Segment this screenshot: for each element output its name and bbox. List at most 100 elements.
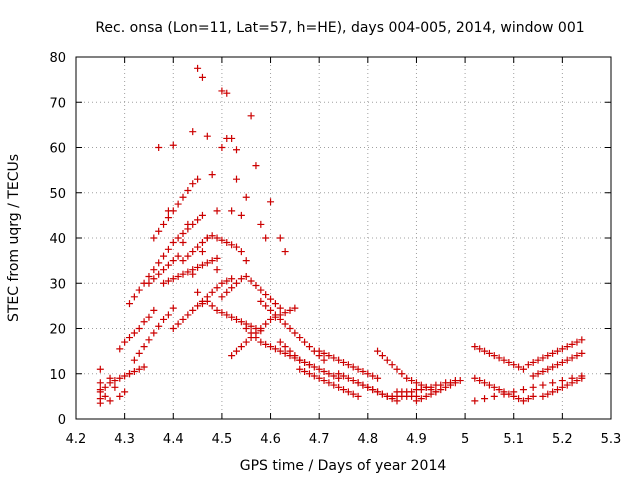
data-point (150, 234, 158, 242)
data-point (174, 200, 182, 208)
data-point (194, 302, 202, 310)
data-point (432, 388, 440, 396)
data-point (490, 383, 498, 391)
data-point (233, 243, 240, 251)
data-point (179, 315, 187, 323)
data-point (179, 193, 187, 201)
data-point (228, 241, 236, 249)
data-point (374, 347, 382, 355)
data-point (189, 248, 197, 256)
data-point (130, 367, 138, 375)
data-point (276, 338, 284, 346)
data-point (563, 343, 571, 351)
data-point (267, 306, 275, 314)
data-point (447, 381, 454, 389)
data-point (189, 270, 197, 278)
data-point (194, 216, 202, 224)
data-point (291, 329, 299, 337)
data-point (515, 395, 523, 403)
data-point (135, 365, 143, 373)
data-point (174, 234, 182, 242)
data-point (286, 347, 294, 355)
data-point (184, 268, 192, 276)
data-point (558, 377, 566, 385)
data-point (291, 352, 299, 360)
data-point (558, 383, 566, 391)
data-point (364, 370, 372, 378)
data-point (417, 395, 425, 403)
data-point (164, 261, 172, 269)
data-point (233, 175, 240, 183)
data-point (378, 390, 386, 398)
data-point (349, 390, 357, 398)
data-point (335, 356, 343, 364)
data-point (529, 358, 537, 366)
data-point (155, 144, 163, 151)
data-point (198, 248, 206, 256)
data-point (101, 392, 109, 400)
data-point (130, 293, 138, 301)
y-tick-label: 20 (49, 323, 66, 338)
data-point (198, 239, 206, 247)
data-point (228, 275, 236, 283)
data-point (276, 234, 284, 242)
data-point (471, 343, 479, 351)
data-point (267, 295, 275, 303)
data-point (500, 390, 508, 398)
plot-frame (75, 56, 612, 420)
data-point (408, 377, 416, 385)
data-point (189, 180, 197, 188)
data-point (169, 239, 177, 247)
data-point (315, 347, 323, 355)
data-point (262, 291, 270, 299)
data-point (578, 374, 586, 382)
data-point (344, 361, 352, 369)
data-point (169, 257, 177, 265)
data-point (383, 356, 391, 364)
x-axis-label: GPS time / Days of year 2014 (240, 458, 447, 474)
data-point (257, 220, 265, 228)
data-point (213, 234, 221, 242)
data-point (374, 388, 382, 396)
data-point (325, 352, 333, 360)
x-tick-label: 5.3 (601, 432, 622, 447)
data-point (291, 304, 299, 312)
data-point (194, 263, 202, 271)
data-point (198, 261, 206, 269)
data-point (223, 277, 231, 285)
data-point (403, 374, 411, 382)
data-point (529, 383, 537, 391)
data-point (495, 354, 503, 362)
x-tick-label: 4.4 (163, 432, 184, 447)
data-point (335, 370, 343, 378)
data-point (320, 377, 328, 385)
data-point (340, 372, 347, 380)
data-point (344, 388, 352, 396)
data-points (96, 64, 586, 407)
data-point (281, 248, 289, 256)
data-point (242, 193, 250, 201)
data-point (568, 379, 576, 387)
data-point (481, 395, 489, 403)
data-point (519, 397, 527, 405)
data-point (140, 318, 148, 326)
data-point (519, 386, 527, 394)
data-point (354, 365, 362, 373)
data-point (412, 379, 420, 387)
data-point (549, 363, 557, 371)
data-point (164, 207, 172, 215)
data-point (169, 325, 177, 332)
data-point (481, 347, 489, 355)
data-point (558, 345, 566, 353)
data-point (412, 397, 420, 405)
grid (76, 57, 611, 419)
data-point (155, 270, 163, 278)
data-point (471, 397, 479, 405)
data-point (203, 234, 211, 242)
data-point (539, 367, 547, 375)
data-point (237, 248, 245, 256)
data-point (408, 388, 416, 396)
data-point (305, 343, 313, 351)
data-point (179, 270, 187, 278)
